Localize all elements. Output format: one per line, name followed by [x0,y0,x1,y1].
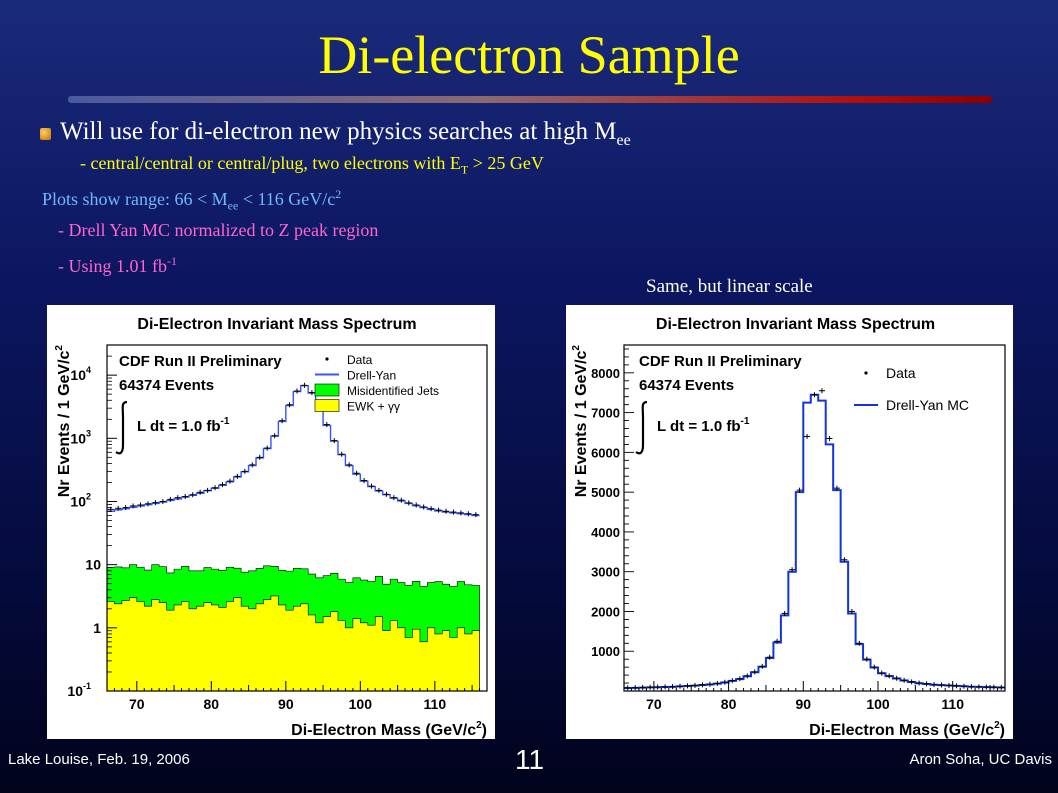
main-bullet-subscript: ee [616,132,631,149]
sub-bullet-subscript: T [460,162,469,177]
legend-data-marker [325,357,329,361]
range-post: < 116 GeV/c [238,189,336,209]
luminosity-note: - Using 1.01 fb-1 [58,254,177,277]
legend-entry-label: Drell-Yan [347,369,396,383]
legend-fill-swatch [314,383,340,397]
y-tick-label: 8000 [591,366,620,381]
y-tick-label: 104 [70,365,91,383]
annotation-line: CDF Run II Preliminary [639,353,802,370]
range-superscript: 2 [335,187,342,201]
annotation-line: 64374 Events [639,377,734,394]
x-tick-label: 110 [941,696,964,712]
plot-area [106,382,480,692]
y-tick-label: 6000 [591,445,620,460]
main-bullet-label: Will use for di-electron new physics sea… [60,118,617,145]
luminosity-label: L dt = 1.0 fb-1 [657,416,750,435]
slide-title: Di-electron Sample [318,25,740,85]
y-axis-label: Nr Events / 1 GeV/c2 [54,345,73,498]
y-tick-label: 1 [93,620,101,636]
x-tick-label: 90 [278,696,294,712]
page-number: 11 [515,744,545,775]
chart-title: Di-Electron Invariant Mass Spectrum [137,316,416,333]
y-tick-label: 7000 [591,406,620,421]
y-tick-label: 4000 [591,525,620,540]
chart-title: Di-Electron Invariant Mass Spectrum [656,316,935,333]
x-axis-label: Di-Electron Mass (GeV/c2) [809,720,1005,739]
footer-venue-date: Lake Louise, Feb. 19, 2006 [8,751,190,768]
x-axis-label: Di-Electron Mass (GeV/c2) [291,720,487,739]
legend-entry-label: Data [347,353,373,367]
annotation-line: 64374 Events [119,377,214,394]
y-tick-label: 103 [70,428,91,446]
legend-entry-label: EWK + γγ [347,400,400,414]
y-tick-label: 1000 [591,644,620,659]
x-tick-label: 110 [424,696,447,712]
legend-fill-swatch [314,399,340,412]
sub-bullet-pre: - central/central or central/plug, two e… [80,153,461,173]
plot-frame [106,344,488,692]
x-tick-label: 80 [204,696,220,712]
right-plot-caption: Same, but linear scale [646,276,813,297]
luminosity-superscript: -1 [167,254,177,268]
x-tick-label: 100 [349,696,373,712]
bullet-icon [40,128,51,140]
x-tick-label: 70 [129,696,145,712]
luminosity-label: L dt = 1.0 fb-1 [137,416,230,435]
drell-yan-note: - Drell Yan MC normalized to Z peak regi… [58,220,379,240]
annotation-line: CDF Run II Preliminary [119,353,282,370]
luminosity-pre: - Using 1.01 fb [58,256,167,276]
ewk-gamma-gamma-fill [106,595,480,692]
footer-author: Aron Soha, UC Davis [909,751,1052,768]
legend-entry-label: Misidentified Jets [347,384,439,398]
y-tick-label: 102 [70,491,91,509]
range-pre: Plots show range: 66 < M [42,189,228,209]
y-tick-label: 10-1 [67,681,91,699]
plot-frame [623,344,1006,692]
range-subscript: ee [227,198,239,213]
legend-entry-label: Data [886,365,916,381]
range-text: Plots show range: 66 < Mee < 116 GeV/c2 [42,187,341,214]
legend-data-marker [864,371,868,375]
sub-bullet-electrons: - central/central or central/plug, two e… [80,153,544,178]
linear-scale-plot-panel: Di-Electron Invariant Mass Spectrum 70 80 9… [566,305,1013,739]
legend-entry-label: Drell-Yan MC [886,397,969,413]
integral-sign-icon [635,400,648,455]
integral-sign-icon [115,400,128,455]
log-scale-plot-panel: Di-Electron Invariant Mass Spectrum 70 80 9… [47,305,495,739]
drell-yan-line [107,385,480,517]
log-scale-chart: Di-Electron Invariant Mass Spectrum 70 80 9… [54,316,488,739]
x-tick-label: 70 [646,696,662,712]
linear-scale-chart: Di-Electron Invariant Mass Spectrum 70 80 9… [571,316,1006,739]
title-underline [68,96,992,103]
y-tick-label: 10 [85,557,101,573]
y-tick-label: 5000 [591,485,620,500]
sub-bullet-post: > 25 GeV [468,153,544,173]
y-axis-label: Nr Events / 1 GeV/c2 [571,345,590,498]
drell-yan-mc-line [624,393,1005,690]
x-tick-label: 100 [866,696,890,712]
y-tick-label: 2000 [591,604,620,619]
main-bullet-text: Will use for di-electron new physics sea… [60,118,631,150]
x-tick-label: 80 [721,696,737,712]
plot-area [624,388,1005,691]
y-tick-label: 3000 [591,565,620,580]
x-tick-label: 90 [796,696,812,712]
